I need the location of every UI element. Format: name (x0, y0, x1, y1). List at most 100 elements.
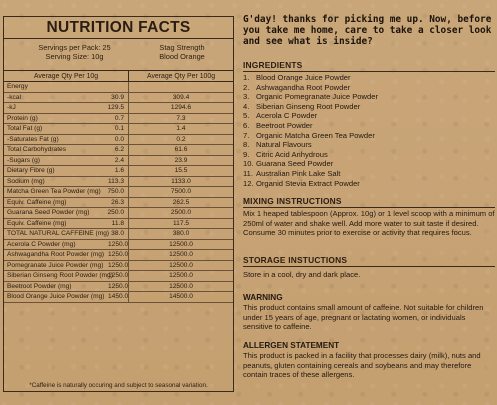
table-row: Protein (g) 0.7 7.3 (4, 113, 233, 124)
nutrient-name: Total Fat (g) (7, 125, 43, 132)
nutrient-name: Siberian Ginseng Root Powder (mg) (7, 272, 113, 279)
nutrient-name: Total Carbohydrates (7, 146, 67, 153)
per-serve-value: 129.5 (75, 103, 129, 113)
nutrient-name: Pomegranate Juice Powder (mg) (7, 261, 104, 269)
per-100g-value: 61.6 (174, 146, 188, 153)
list-item: 6. Beetroot Powder (243, 121, 495, 131)
warning-text: This product contains small amount of ca… (243, 303, 484, 332)
nutrient-name: Guarana Seed Powder (mg) (7, 209, 90, 216)
per-100g-value: 23.9 (174, 156, 188, 164)
nutrient-name: Sodium (mg) (7, 177, 45, 185)
list-item-number: 1. (243, 73, 250, 82)
nutrient-name: -kcal (7, 93, 21, 101)
table-row: Total Fat (g) 0.1 1.4 (4, 124, 233, 135)
table-row: Acerola C Powder (mg) 1250.0 12500.0 (4, 239, 233, 250)
per-serve-value: 0.0 (75, 134, 129, 144)
nutrition-table-header: Average Qty Per 10g Average Qty Per 100g (4, 70, 233, 82)
nutrient-name: Blood Orange Juice Powder (mg) (7, 293, 105, 300)
list-item-number: 4. (243, 101, 250, 111)
per-100g-value: 7500.0 (170, 188, 192, 195)
per-serve-value: 250.0 (75, 208, 129, 218)
per-serve-value: 1250.0 (108, 281, 129, 291)
table-row: Ashwagandha Root Powder (mg) 1250.0 12500.… (4, 250, 233, 261)
per-serve-value: 38.0 (108, 229, 129, 239)
per-serve-value: 113.3 (75, 176, 129, 186)
per-serve-value: 2.4 (75, 155, 129, 165)
list-item: 2. Ashwagandha Root Powder (243, 83, 495, 93)
table-row: Equiv. Caffeine (mg) 26.3 262.5 (4, 197, 233, 208)
storage-text: Store in a cool, dry and dark place. (243, 270, 361, 279)
ingredient-label: Beetroot Powder (256, 120, 313, 130)
per-100g-value: 15.5 (174, 167, 188, 174)
list-item-number: 6. (243, 120, 250, 130)
table-row: Pomegranate Juice Powder (mg) 1250.0 12500… (4, 260, 233, 271)
nutrient-name: Beetroot Powder (mg) (7, 282, 72, 290)
list-item-number: 12. (243, 178, 254, 188)
ingredient-label: Australian Pink Lake Salt (256, 168, 341, 178)
per-100g-value: 12500.0 (169, 261, 193, 269)
per-100g-value: 1133.0 (171, 177, 191, 185)
per-serve-value: 1250.0 (108, 260, 129, 270)
per-serve-value: 1250.0 (108, 250, 129, 260)
per-serve-value: 30.9 (75, 92, 129, 102)
list-item: 5. Acerola C Powder (243, 111, 495, 121)
product-flavour: Blood Orange (159, 52, 205, 61)
table-row: Total Carbohydrates 6.2 61.6 (4, 145, 233, 156)
list-item: 11. Australian Pink Lake Salt (243, 169, 495, 179)
per-serve-value: 6.2 (75, 145, 129, 155)
per-serve-value: 1.6 (75, 166, 129, 176)
table-row: Matcha Green Tea Powder (mg) 750.0 7500.0 (4, 187, 233, 198)
servings-per-pack: Servings per Pack: 25 (38, 43, 111, 52)
table-row: Energy (4, 82, 233, 93)
per-serve-value: 1250.0 (108, 239, 129, 249)
list-item: 12. Organid Stevia Extract Powder (243, 179, 495, 189)
list-item-number: 9. (243, 149, 250, 159)
product-name: Stag Strength (159, 43, 205, 52)
per-serve-value: 1250.0 (108, 271, 129, 281)
ingredient-label: Organic Matcha Green Tea Powder (256, 130, 375, 140)
list-item: 4. Siberian Ginseng Root Powder (243, 102, 495, 112)
table-row: TOTAL NATURAL CAFFEINE (mg) 38.0 380.0 (4, 229, 233, 240)
per-100g-value: 1294.6 (170, 104, 192, 111)
nutrient-name: Protein (g) (7, 114, 38, 122)
nutrient-name: -Sugars (g) (7, 156, 40, 164)
warning-heading: WARNING (243, 293, 283, 302)
table-row: Sodium (mg) 113.3 1133.0 (4, 176, 233, 187)
caffeine-footnote: *Caffeine is naturally occuring and subj… (29, 382, 208, 389)
per-100g-value: 380.0 (172, 230, 190, 237)
nutrition-facts-panel: NUTRITION FACTS Servings per Pack: 25 Se… (3, 16, 234, 392)
allergen-heading: ALLERGEN STATEMENT (243, 341, 340, 350)
table-row: Equiv. Caffeine (mg) 11.8 117.5 (4, 218, 233, 229)
list-item-number: 8. (243, 140, 250, 150)
list-item-number: 11. (243, 168, 253, 178)
col-per-serve: Average Qty Per 10g (4, 71, 129, 81)
per-100g-value: 262.5 (172, 198, 190, 206)
allergen-text: This product is packed in a facility tha… (243, 351, 481, 380)
per-serve-value (75, 82, 129, 92)
nutrient-name: Equiv. Caffeine (mg) (7, 219, 67, 227)
nutrient-name: -Saturates Fat (g) (7, 135, 59, 143)
nutrient-name: Acerola C Powder (mg) (7, 240, 76, 248)
serving-size: Serving Size: 10g (45, 52, 104, 61)
per-serve-value: 1450.0 (108, 292, 129, 302)
list-item: 7. Organic Matcha Green Tea Powder (243, 131, 495, 141)
per-serve-value: 0.1 (75, 124, 129, 134)
ingredient-label: Acerola C Powder (256, 111, 318, 121)
nutrient-name: Energy (7, 83, 28, 90)
list-item-number: 2. (243, 82, 250, 92)
list-item: 10. Guarana Seed Powder (243, 159, 495, 169)
nutrition-title: NUTRITION FACTS (4, 17, 233, 39)
per-100g-value: 117.5 (172, 219, 189, 227)
mixing-heading: MIXING INSTRUCTIONS (243, 196, 495, 208)
table-row: -kJ 129.5 1294.6 (4, 103, 233, 114)
per-100g-value: 309.4 (172, 93, 190, 101)
list-item: 3. Organic Pomegranate Juice Powder (243, 92, 495, 102)
per-100g-value: 12500.0 (169, 240, 193, 248)
nutrient-name: TOTAL NATURAL CAFFEINE (mg) (7, 230, 110, 237)
list-item-number: 7. (243, 130, 250, 140)
per-serve-value: 26.3 (75, 197, 129, 207)
per-serve-value: 750.0 (75, 187, 129, 197)
list-item: 8. Natural Flavours (243, 140, 495, 150)
ingredient-label: Guarana Seed Powder (256, 159, 334, 169)
